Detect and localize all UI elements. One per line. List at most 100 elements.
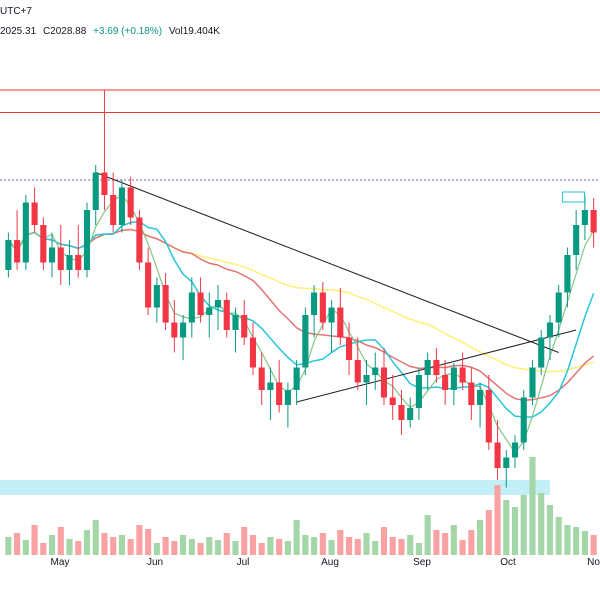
volume-bar (162, 537, 169, 555)
volume-bar (110, 537, 117, 555)
volume-bar (503, 500, 510, 555)
volume-bar (581, 531, 588, 555)
volume-bar (284, 541, 291, 555)
legend-close: C2028.88 (42, 26, 87, 37)
candle-body (171, 322, 178, 338)
volume-bar (450, 525, 457, 555)
candle-body (258, 367, 265, 390)
candle-body (31, 202, 38, 225)
candle-body (573, 225, 580, 255)
candle-body (590, 210, 597, 233)
candle-body (407, 408, 414, 420)
candle-body (442, 375, 449, 390)
volume-bar (398, 539, 405, 555)
volume-bar (573, 527, 580, 555)
volume-bar (5, 537, 12, 555)
trend-line (95, 172, 559, 353)
candle-body (276, 382, 283, 405)
candle-body (520, 397, 527, 443)
candle-body (415, 375, 422, 408)
candle-body (180, 322, 187, 338)
volume-bar (188, 539, 195, 555)
candle-body (284, 390, 291, 405)
candle-body (511, 442, 519, 458)
candle-body (477, 390, 484, 405)
volume-bar (127, 539, 134, 555)
volume-bar (241, 527, 248, 555)
candle-body (40, 225, 47, 263)
volume-bar (197, 543, 204, 555)
support-zone (0, 480, 550, 495)
candle-body (380, 367, 388, 398)
candle-body (424, 360, 431, 375)
candle-body (145, 262, 152, 308)
highlight-box (561, 191, 585, 203)
volume-bar (302, 535, 309, 555)
candle-body (197, 292, 204, 315)
volume-bar (118, 535, 125, 555)
volume-bar (153, 543, 160, 555)
moving-average-line (7, 220, 595, 418)
candle-body (503, 457, 510, 468)
volume-bar (337, 530, 344, 555)
candle-body (389, 397, 396, 405)
volume-bar (345, 537, 353, 555)
candle-body (546, 322, 554, 338)
volume-bar (83, 530, 91, 555)
volume-bar (442, 533, 449, 555)
candle-body (153, 285, 160, 308)
candle-body (529, 367, 536, 398)
volume-bar (546, 505, 554, 555)
volume-bar (75, 541, 82, 555)
volume-bar (206, 537, 213, 555)
candle-body (223, 300, 230, 330)
candle-body (581, 210, 588, 225)
volume-bar (424, 515, 431, 555)
candle-body (345, 337, 353, 360)
volume-bar (57, 527, 64, 555)
candle-body (57, 247, 64, 270)
candle-body (48, 247, 56, 263)
volume-bar (433, 530, 440, 555)
volume-bar (214, 540, 222, 555)
volume-bar (101, 533, 108, 555)
candle-body (162, 285, 169, 323)
volume-bar (180, 535, 187, 555)
candle-body (110, 195, 117, 225)
candle-body (302, 315, 309, 368)
volume-bar (258, 543, 265, 555)
candle-body (188, 292, 195, 323)
volume-bar (223, 533, 230, 555)
candle-body (92, 172, 99, 210)
volume-bar (48, 535, 56, 555)
candle-body (538, 337, 545, 368)
volume-bar (555, 517, 562, 555)
candle-body (319, 292, 326, 323)
candle-body (206, 307, 213, 315)
candle-body (75, 255, 82, 270)
volume-bar (66, 539, 73, 555)
volume-bar (354, 539, 361, 555)
candle-body (14, 240, 21, 263)
volume-bar (415, 543, 422, 555)
volume-bar (267, 537, 274, 555)
volume-bar (564, 525, 571, 555)
volume-bar (477, 520, 484, 555)
volume-bar (311, 537, 318, 555)
volume-bar (511, 507, 519, 555)
candle-body (433, 360, 440, 375)
candle-body (555, 292, 562, 323)
candle-body (398, 405, 405, 420)
candle-body (127, 187, 134, 218)
candle-body (468, 382, 475, 405)
candle-body (363, 375, 370, 383)
legend-change: +3.69 (+0.18%) (93, 26, 163, 37)
candle-body (118, 187, 125, 225)
volume-bar (328, 540, 335, 555)
x-axis-label: Jul (237, 557, 250, 568)
candle-body (494, 442, 501, 468)
volume-bar (40, 543, 47, 555)
volume-bar (31, 525, 38, 555)
volume-bar (459, 540, 466, 555)
